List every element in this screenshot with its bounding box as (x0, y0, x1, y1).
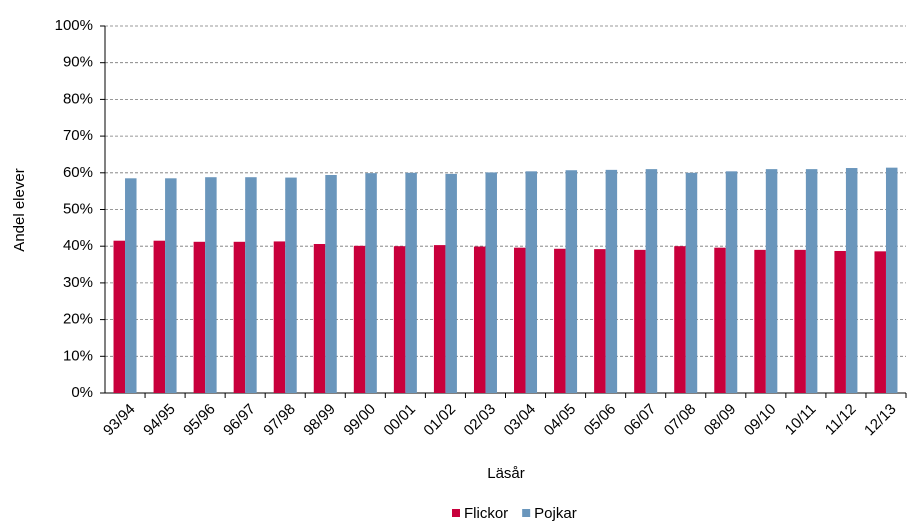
bar (113, 240, 126, 393)
bar (805, 169, 818, 393)
x-tick-label: 05/06 (581, 401, 620, 440)
y-tick-label: 40% (63, 237, 93, 254)
bar (405, 172, 417, 393)
bar (674, 246, 686, 393)
x-axis-title: Läsår (487, 465, 525, 482)
x-tick-label: 93/94 (100, 401, 139, 440)
bar (245, 177, 257, 393)
bar (834, 250, 846, 393)
bar (325, 175, 337, 393)
bar (165, 178, 177, 393)
bar (233, 241, 246, 393)
legend-label: Pojkar (534, 505, 577, 522)
y-tick-label: 30% (63, 274, 93, 291)
x-tick-label: 95/96 (180, 401, 219, 440)
y-tick-label: 80% (63, 90, 93, 107)
x-tick-label: 10/11 (782, 401, 820, 439)
x-tick-label: 01/02 (420, 401, 459, 440)
bar (845, 168, 858, 393)
bar (273, 241, 286, 393)
x-tick-label: 09/10 (741, 401, 780, 440)
bar (874, 251, 886, 393)
bar (754, 249, 766, 393)
bar (193, 241, 206, 393)
x-tick-label: 00/01 (380, 401, 419, 440)
x-tick-label: 04/05 (541, 401, 580, 440)
y-tick-label: 70% (63, 127, 93, 144)
y-tick-label: 50% (63, 200, 93, 217)
bar (765, 169, 778, 393)
y-axis-title: Andel elever (11, 168, 28, 251)
y-tick-label: 60% (63, 164, 93, 181)
bar (353, 245, 366, 393)
legend-label: Flickor (464, 505, 508, 522)
x-tick-label: 11/12 (822, 401, 860, 439)
bar (433, 245, 446, 393)
x-tick-label: 12/13 (861, 401, 900, 440)
x-tick-label: 99/00 (340, 401, 379, 440)
bar (525, 171, 538, 393)
legend-swatch (452, 509, 460, 517)
bar (794, 249, 806, 393)
x-tick-label: 97/98 (260, 401, 299, 440)
y-tick-label: 10% (63, 347, 93, 364)
bar (885, 167, 898, 393)
x-tick-label: 98/99 (300, 401, 339, 440)
bar (485, 172, 497, 393)
x-tick-label: 06/07 (621, 401, 660, 440)
bar (594, 249, 606, 393)
bar (714, 247, 726, 393)
x-tick-label: 07/08 (661, 401, 700, 440)
y-tick-label: 90% (63, 54, 93, 71)
bar (725, 171, 738, 393)
bar (365, 173, 377, 393)
bar (514, 247, 526, 393)
x-tick-label: 02/03 (461, 401, 500, 440)
bar (393, 246, 406, 393)
bar (554, 248, 566, 393)
y-tick-label: 100% (55, 17, 93, 34)
bar (205, 177, 217, 393)
bar (445, 173, 457, 393)
x-tick-label: 94/95 (140, 401, 179, 440)
bar (313, 243, 326, 393)
bar (125, 178, 137, 393)
x-tick-label: 96/97 (220, 401, 259, 440)
x-tick-label: 03/04 (501, 401, 540, 440)
bar (153, 240, 166, 393)
bar (285, 177, 297, 393)
bar (565, 170, 578, 393)
y-tick-label: 20% (63, 311, 93, 328)
bar (634, 249, 646, 393)
bar (473, 246, 486, 393)
bar (605, 169, 618, 393)
bar (685, 172, 698, 393)
x-tick-label: 08/09 (701, 401, 740, 440)
bar (645, 169, 658, 393)
y-tick-label: 0% (71, 384, 93, 401)
legend-swatch (522, 509, 531, 517)
